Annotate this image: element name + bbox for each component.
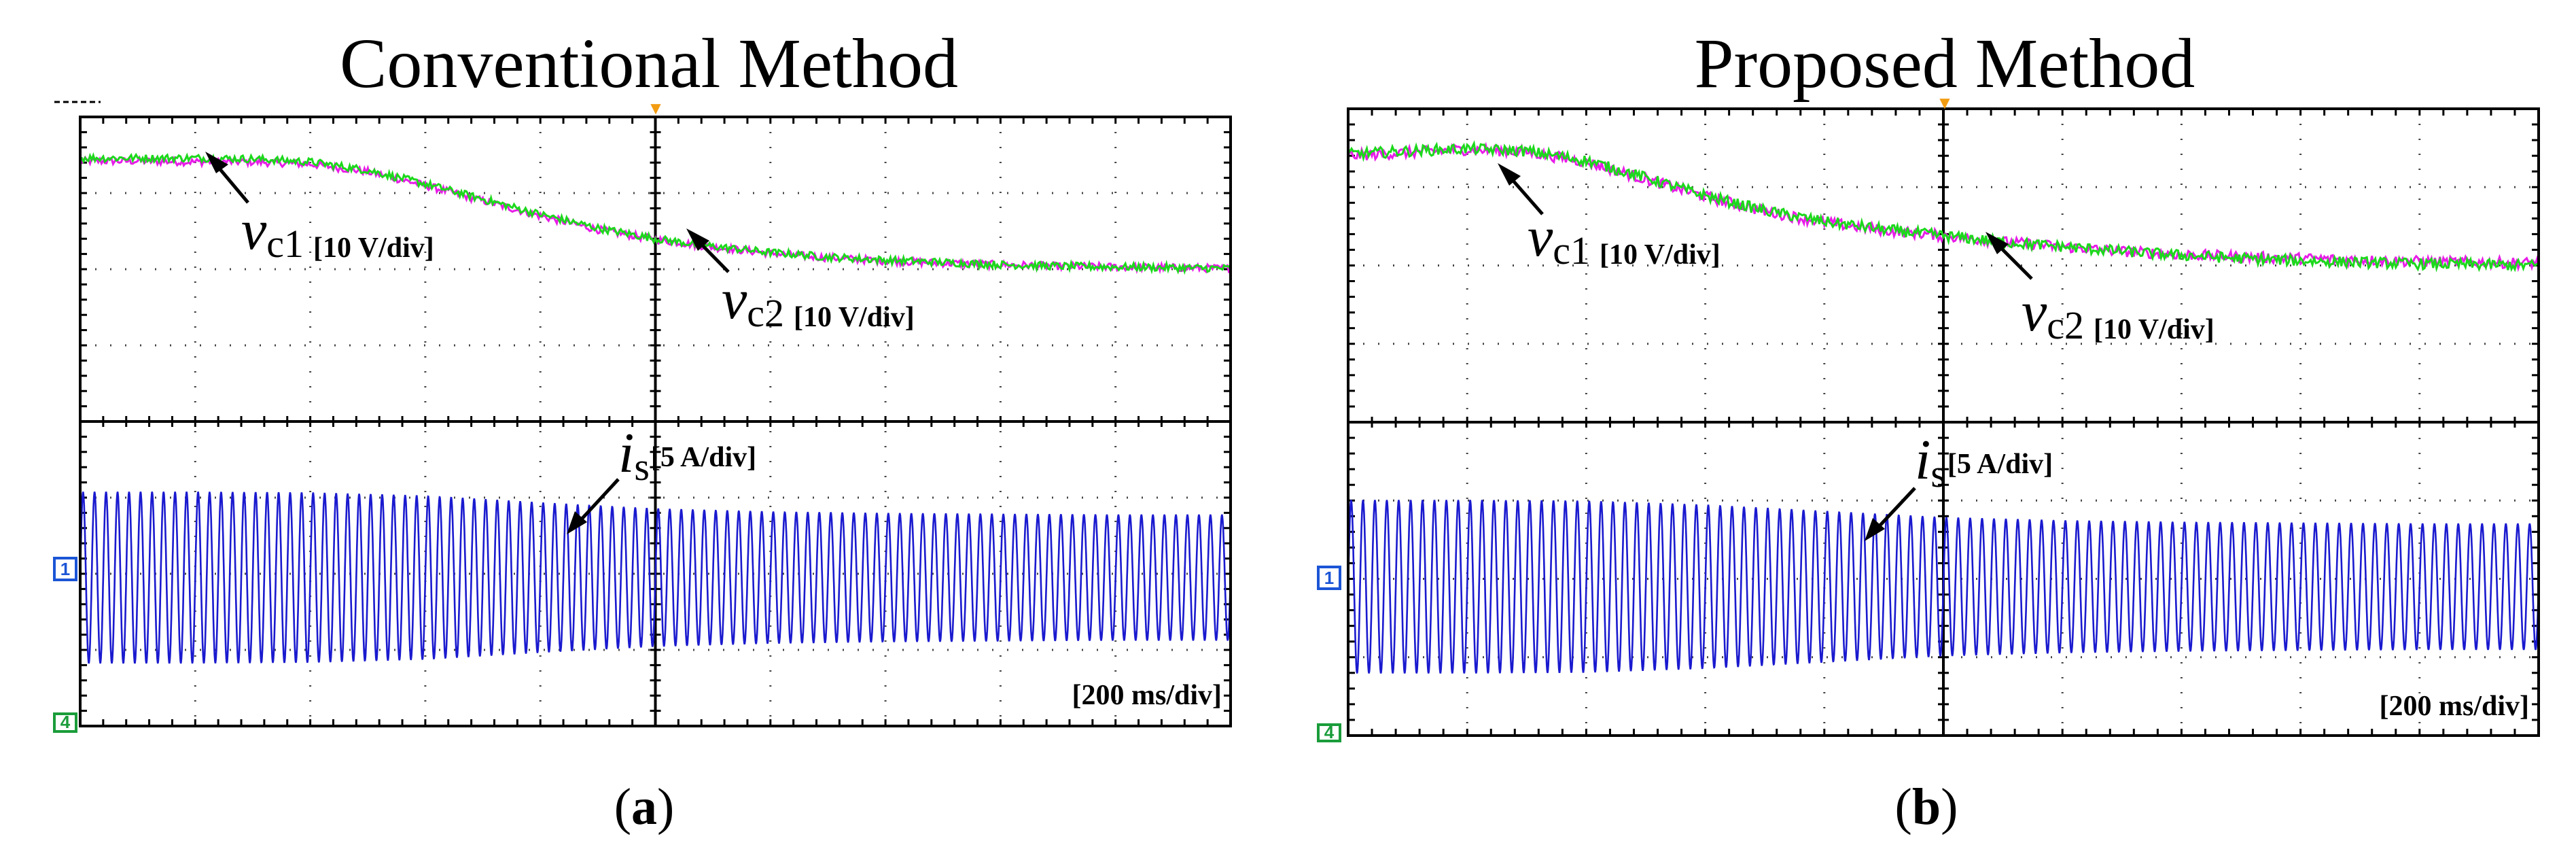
channel-1-label: 1 — [60, 559, 70, 579]
scope-frame — [79, 116, 1232, 727]
channel-1-label: 1 — [1324, 568, 1334, 588]
arrowhead-vc1 — [205, 152, 228, 173]
panel-letter: b — [1912, 778, 1941, 835]
chart-title: Proposed Method — [1695, 24, 2195, 103]
arrowhead-vc1 — [1498, 163, 1521, 186]
channel-4-marker: 4 — [53, 712, 77, 733]
series-symbol-vc2: v — [722, 268, 747, 331]
svg-text:is[5 A/div]: is[5 A/div] — [1915, 428, 2053, 496]
svg-text:vc1[10 V/div]: vc1 [10 V/div] — [1528, 205, 1721, 273]
scope-frame — [1347, 107, 2540, 737]
arrowhead-is — [567, 511, 587, 534]
trace-layer — [1347, 140, 2540, 674]
channel-4-label: 4 — [1324, 722, 1335, 742]
series-unit-vc1: [10 V/div] — [1600, 239, 1721, 271]
scope-center-axes — [1347, 107, 2540, 737]
series-unit-vc2: [10 V/div] — [794, 302, 915, 333]
series-subscript-is: s — [634, 445, 650, 489]
trace-vc2 — [80, 152, 1232, 275]
panel-proposed: Proposed Method ▼ 1 4 vc1 [10 V/div] vc2[… — [1317, 24, 2540, 835]
series-symbol-vc2: v — [2022, 280, 2047, 343]
annotation-is: is[5 A/div] — [567, 421, 756, 534]
channel-1-marker: 1 — [1317, 566, 1341, 590]
annotation-vc1: vc1 [10 V/div] — [205, 152, 434, 266]
series-subscript-vc1: c1 — [1553, 228, 1590, 273]
series-unit-is: [5 A/div] — [651, 442, 756, 473]
panel-caption: (b) — [1895, 778, 1958, 835]
arrow-vc1 — [215, 163, 249, 204]
series-unit-is: [5 A/div] — [1947, 449, 2053, 480]
time-division-label: [200 ms/div] — [2380, 691, 2530, 722]
arrowhead-vc2 — [686, 228, 709, 251]
trace-is — [1347, 500, 2540, 674]
series-subscript-vc2: c2 — [2047, 303, 2084, 347]
channel-1-marker: 1 — [53, 557, 77, 581]
channel-4-label: 4 — [60, 712, 71, 732]
trace-layer — [79, 152, 1232, 664]
chart-title: Conventional Method — [340, 24, 958, 103]
series-unit-vc2: [10 V/div] — [2094, 314, 2215, 345]
arrowhead-is — [1865, 518, 1885, 541]
series-subscript-is: s — [1930, 451, 1946, 496]
trigger-marker: ▼ — [1936, 92, 1954, 113]
annotation-vc2: vc2 [10 V/div] — [686, 228, 915, 335]
arrow-vc1 — [1507, 174, 1544, 216]
arrowhead-vc2 — [1986, 232, 2009, 254]
channel-4-marker: 4 — [1317, 722, 1341, 742]
series-symbol-vc1: v — [241, 199, 267, 262]
panel-letter: a — [631, 778, 657, 835]
panel-conventional: Conventional Method ▼ 1 4 vc1 [10 V/div] — [53, 24, 1232, 835]
series-unit-vc1: [10 V/div] — [313, 232, 434, 264]
panel-caption: (a) — [614, 778, 675, 835]
time-division-label: [200 ms/div] — [1072, 680, 1222, 711]
annotation-is: is[5 A/div] — [1865, 428, 2053, 541]
series-subscript-vc1: c1 — [266, 222, 304, 266]
svg-text:is[5 A/div]: is[5 A/div] — [618, 421, 756, 489]
trigger-marker: ▼ — [647, 98, 665, 118]
annotation-vc2: vc2 [10 V/div] — [1986, 232, 2215, 347]
trace-vc2 — [1347, 140, 2539, 273]
series-subscript-vc2: c2 — [747, 291, 784, 335]
trace-is — [79, 492, 1232, 664]
arrow-is — [1874, 487, 1916, 532]
arrow-is — [576, 478, 620, 525]
svg-text:vc1[10 V/div]: vc1 [10 V/div] — [241, 199, 434, 266]
annotation-vc1: vc1 [10 V/div] — [1498, 163, 1721, 273]
svg-text:vc2[10 V/div]: vc2 [10 V/div] — [722, 268, 915, 335]
svg-text:vc2[10 V/div]: vc2 [10 V/div] — [2022, 280, 2215, 347]
series-symbol-is: i — [618, 421, 634, 485]
series-symbol-vc1: v — [1528, 205, 1553, 269]
series-symbol-is: i — [1915, 428, 1930, 492]
